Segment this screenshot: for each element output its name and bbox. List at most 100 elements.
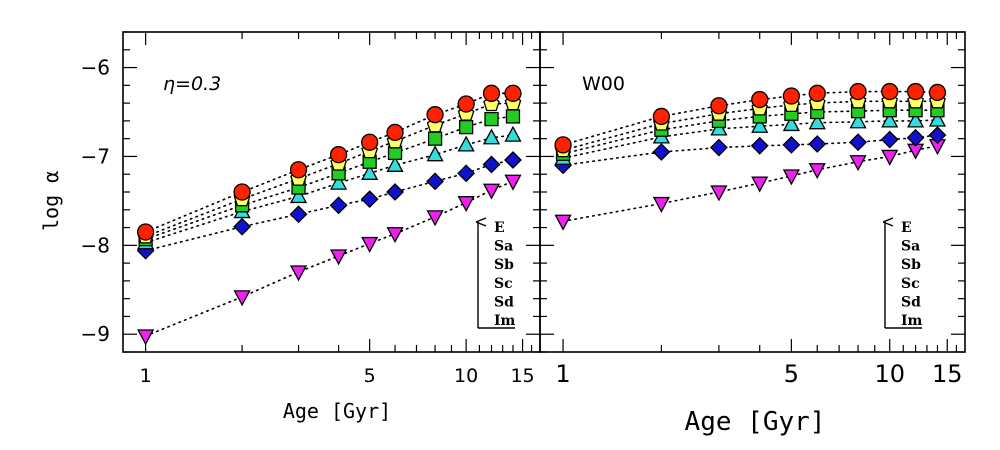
data-point-E [426, 106, 444, 124]
y-tick-label: −6 [81, 56, 110, 80]
legend-label-Sc: Sc [494, 276, 513, 292]
x-axis-label: Age [Gyr] [283, 399, 391, 423]
data-point-Sd [360, 190, 379, 209]
data-point-Im [751, 176, 769, 193]
x-tick-label: 5 [784, 360, 799, 388]
legend-label-Im: Im [901, 313, 923, 329]
x-tick-label: 15 [510, 365, 534, 387]
data-point-Sd [504, 151, 522, 169]
data-point-Im [554, 214, 572, 231]
series-line-Sc [144, 134, 514, 244]
data-point-E [906, 82, 925, 101]
series-line-Sd [144, 159, 514, 252]
data-point-Sd [482, 155, 501, 174]
data-point-Sd [329, 196, 348, 215]
data-point-Im [289, 265, 308, 282]
legend-label-Im: Im [494, 313, 516, 329]
panel-title: η=0.3 [163, 73, 221, 95]
y-tick-label: −8 [81, 233, 110, 257]
data-point-Im [361, 236, 379, 253]
data-point-E [928, 83, 947, 102]
data-point-Im [652, 196, 670, 213]
data-point-Im [386, 227, 404, 244]
data-point-Sd [386, 183, 404, 201]
data-point-Sd [906, 128, 925, 147]
data-point-Sc [751, 116, 769, 133]
data-point-E [710, 97, 728, 115]
x-tick-label: 10 [454, 365, 478, 387]
legend-label-E: E [494, 220, 505, 236]
data-point-Sd [808, 135, 827, 153]
legend-label-Sc: Sc [901, 276, 920, 292]
x-tick-label: 15 [932, 360, 963, 388]
series-line-E [562, 90, 939, 146]
data-point-Sc [361, 163, 379, 180]
data-point-Sd [849, 133, 867, 152]
data-point-Sc [504, 125, 522, 142]
data-point-Im [881, 149, 899, 166]
data-point-Sd [709, 138, 728, 157]
legend-label-Sa: Sa [494, 239, 513, 255]
data-point-E [849, 82, 867, 101]
data-point-Sc [386, 155, 404, 172]
data-point-Sc [426, 145, 444, 162]
series-line-E [144, 92, 514, 233]
data-point-Im [457, 196, 475, 213]
series-line-Im [144, 180, 514, 337]
data-point-Sb [505, 109, 521, 124]
data-point-Sd [782, 135, 801, 154]
series-line-Sc [562, 119, 939, 159]
data-point-Sc [482, 128, 501, 145]
data-point-E [136, 223, 155, 241]
data-point-Sc [289, 187, 308, 204]
data-point-E [457, 95, 475, 113]
legend: E Sa Sb Sc Sd Im [885, 220, 923, 329]
data-point-Sc [782, 115, 800, 132]
data-point-Sb [484, 111, 499, 127]
data-point-Sc [881, 111, 899, 128]
legend-label-Sa: Sa [901, 239, 920, 255]
data-point-Sc [457, 135, 475, 152]
series-line-Im [562, 145, 939, 223]
x-tick-label: 5 [364, 365, 376, 387]
data-point-E [329, 146, 348, 164]
data-point-Im [330, 249, 348, 266]
panel-title: W00 [582, 73, 625, 95]
data-point-E [881, 82, 899, 101]
data-point-Sc [907, 111, 925, 128]
legend-label-Sb: Sb [494, 257, 514, 273]
data-point-Im [137, 329, 155, 346]
data-point-Im [782, 169, 800, 186]
series-line-Sa [144, 102, 514, 238]
data-point-Im [482, 183, 501, 200]
data-point-Im [426, 210, 444, 227]
legend-label-Sd: Sd [494, 294, 514, 310]
data-point-Im [849, 155, 867, 172]
series-line-Sa [562, 100, 939, 151]
legend: E Sa Sb Sc Sd Im [478, 220, 516, 329]
data-point-E [289, 161, 308, 179]
y-axis-label: log α [39, 171, 63, 231]
data-point-E [751, 90, 769, 109]
legend-label-E: E [901, 220, 912, 236]
data-point-Im [504, 174, 522, 191]
series-line-Sb [562, 109, 939, 155]
series-line-Sb [144, 115, 514, 240]
data-point-Sd [289, 205, 308, 224]
legend-label-Sd: Sd [901, 294, 921, 310]
data-point-E [504, 84, 522, 102]
data-point-Sd [233, 217, 252, 236]
x-tick-label: 1 [140, 365, 152, 387]
data-point-Sc [330, 173, 348, 190]
data-point-Im [233, 290, 251, 307]
data-point-E [808, 84, 826, 102]
data-point-Sd [457, 164, 476, 183]
data-point-Sc [808, 113, 826, 130]
data-point-E [482, 84, 501, 102]
y-tick-label: −7 [81, 144, 110, 168]
data-point-Im [710, 185, 728, 202]
data-point-E [361, 133, 379, 151]
legend-label-Sb: Sb [901, 257, 921, 273]
